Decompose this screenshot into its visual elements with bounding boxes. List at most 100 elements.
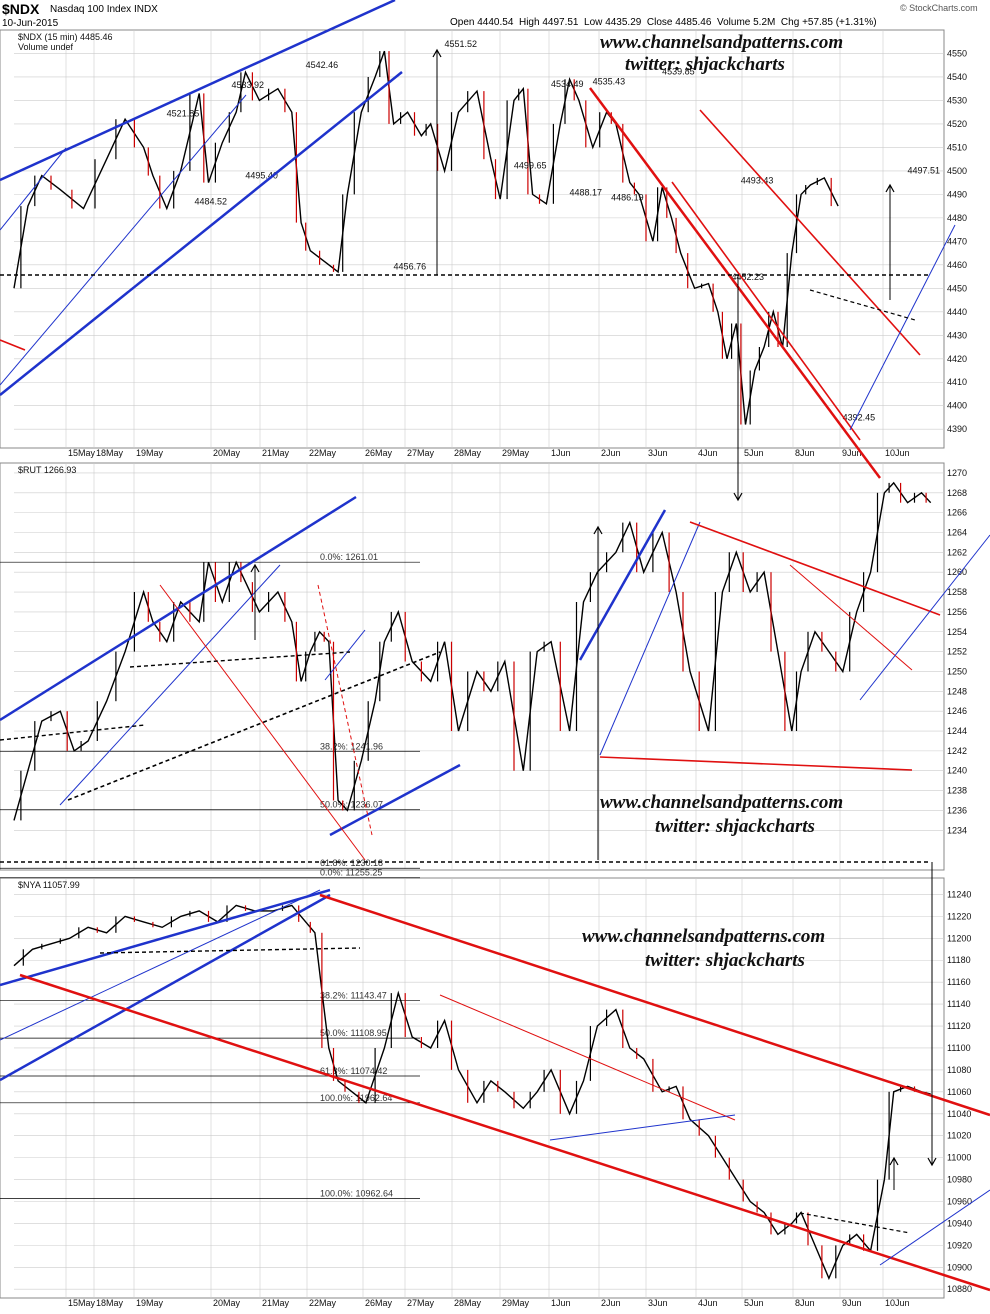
trend-line: [0, 888, 331, 987]
trend-line: [599, 756, 913, 771]
plot-area-1: [0, 462, 945, 871]
y-tick-label: 1266: [947, 508, 967, 518]
x-tick-label: 15May: [68, 448, 96, 458]
y-tick-label: 10980: [947, 1175, 972, 1185]
y-tick-label: 4520: [947, 119, 967, 129]
stockcharts-brand[interactable]: © StockCharts.com: [900, 3, 978, 13]
x-tick-label: 5Jun: [744, 1298, 764, 1308]
x-tick-label: 22May: [309, 1298, 337, 1308]
chart-symbol: $NDX: [2, 1, 40, 17]
x-tick-label: 9Jun: [842, 1298, 862, 1308]
arrow-head: [432, 48, 442, 58]
trend-line: [0, 339, 26, 351]
watermark-site: www.channelsandpatterns.com: [600, 32, 843, 53]
y-tick-label: 10900: [947, 1262, 972, 1272]
x-tick-label: 19May: [136, 448, 164, 458]
trend-line: [0, 0, 396, 182]
fib-label: 61.8%: 11074.42: [320, 1066, 387, 1076]
dashed-line: [67, 651, 441, 801]
fib-label: 50.0%: 1236.07: [320, 800, 383, 810]
chg-value: +57.85 (+1.31%): [802, 17, 877, 28]
y-tick-label: 1262: [947, 547, 967, 557]
trend-line: [0, 71, 403, 396]
fib-label: 38.2%: 11143.47: [320, 990, 387, 1000]
y-tick-label: 11020: [947, 1131, 971, 1141]
price-annotation: 4488.17: [569, 188, 602, 198]
price-series: [13, 50, 839, 425]
x-tick-label: 15May: [68, 1298, 96, 1308]
price-annotation: 4533.92: [232, 80, 265, 90]
y-tick-label: 4450: [947, 283, 967, 293]
y-tick-label: 4460: [947, 260, 967, 270]
index-name: Nasdaq 100 Index: [50, 4, 132, 15]
trend-line: [879, 1189, 990, 1266]
trend-line: [549, 1114, 736, 1141]
trend-line: [319, 893, 990, 1117]
x-tick-label: 2Jun: [601, 1298, 621, 1308]
y-tick-label: 4510: [947, 142, 967, 152]
price-annotation: 4499.65: [514, 161, 547, 171]
y-tick-label: 4550: [947, 48, 967, 58]
panel-1: 1234 1236 1238 1240 1242 1244 1246 1248 1250 1252…: [0, 462, 967, 871]
x-tick-label: 19May: [136, 1298, 164, 1308]
y-tick-label: 11240: [947, 889, 971, 899]
price-annotation: 4534.49: [551, 79, 584, 89]
fib-label: 38.2%: 1241.96: [320, 741, 383, 751]
y-tick-label: 1260: [947, 567, 967, 577]
panel-0: 4390 4400 4410 4420 4430 4440 4450 4460 4470 4480…: [0, 29, 967, 458]
price-annotation: 4456.76: [394, 261, 427, 271]
y-tick-label: 4400: [947, 401, 967, 411]
dashed-line: [99, 947, 361, 954]
trend-line: [0, 893, 331, 1082]
close-value: 4485.46: [675, 17, 712, 28]
y-tick-label: 1256: [947, 607, 967, 617]
close-label: Close: [646, 17, 673, 28]
x-tick-label: 28May: [454, 448, 482, 458]
price-annotation: 4392.45: [843, 412, 876, 422]
y-tick-label: 4540: [947, 72, 967, 82]
y-tick-label: 4530: [947, 95, 967, 105]
y-tick-label: 4470: [947, 236, 967, 246]
x-tick-label: 4Jun: [698, 1298, 718, 1308]
dashed-line: [317, 584, 373, 836]
y-tick-label: 11060: [947, 1087, 971, 1097]
x-tick-label: 3Jun: [648, 448, 668, 458]
y-tick-label: 1234: [947, 825, 967, 835]
trend-line: [324, 629, 366, 681]
trend-line: [578, 509, 667, 661]
trend-line: [599, 521, 701, 756]
price-annotation: 4539.85: [662, 66, 695, 76]
open-value: 4440.54: [477, 17, 514, 28]
dashed-line: [0, 724, 146, 741]
trend-line: [789, 564, 913, 671]
trend-line: [699, 109, 921, 356]
arrow-head: [889, 1156, 899, 1166]
y-tick-label: 11140: [947, 999, 971, 1009]
price-annotation: 4542.46: [306, 60, 339, 70]
fib-label: 0.0%: 11255.25: [320, 868, 382, 878]
watermark-site: www.channelsandpatterns.com: [600, 792, 843, 813]
y-tick-label: 11040: [947, 1109, 971, 1119]
trend-line: [588, 87, 882, 479]
open-label: Open: [450, 17, 475, 28]
high-label: High: [518, 17, 540, 28]
fib-label: 50.0%: 11108.95: [320, 1028, 387, 1038]
trend-line: [859, 534, 990, 701]
y-tick-label: 1270: [947, 468, 967, 478]
x-tick-label: 10Jun: [885, 1298, 910, 1308]
high-value: 4497.51: [542, 17, 579, 28]
x-tick-label: 26May: [365, 1298, 393, 1308]
y-tick-label: 1248: [947, 686, 967, 696]
trend-line: [849, 224, 956, 431]
price-annotation: 4484.52: [194, 196, 227, 206]
y-tick-label: 1242: [947, 746, 967, 756]
y-tick-label: 11200: [947, 933, 971, 943]
price-annotation: 4535.43: [593, 77, 626, 87]
y-tick-label: 1244: [947, 726, 967, 736]
y-tick-label: 4410: [947, 377, 967, 387]
y-tick-label: 11080: [947, 1065, 971, 1075]
x-tick-label: 4Jun: [698, 448, 718, 458]
panel-title: $NDX (15 min) 4485.46: [18, 32, 113, 42]
plot-area-0: [0, 29, 945, 449]
